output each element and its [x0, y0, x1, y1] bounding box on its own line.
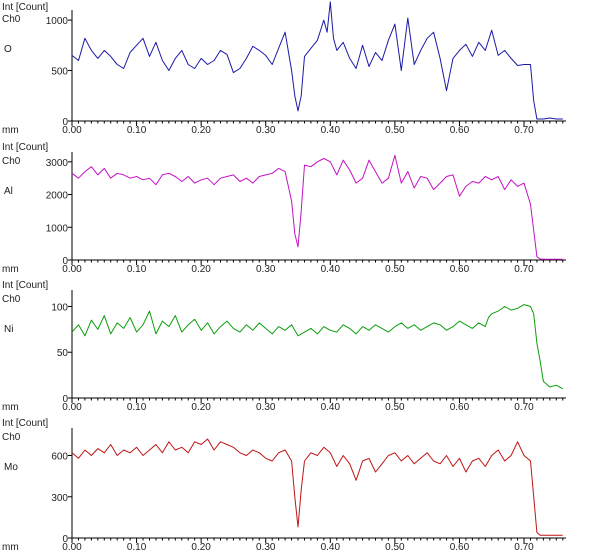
x-unit-label: mm: [2, 402, 19, 413]
y-tick-label: 0: [62, 256, 68, 267]
x-tick-label: 0.60: [450, 125, 470, 136]
x-tick-label: 0.70: [514, 542, 534, 553]
channel-label: Ch0: [2, 432, 21, 443]
x-tick-label: 0.20: [191, 125, 211, 136]
x-tick-label: 0.60: [450, 402, 470, 413]
x-tick-label: 0.30: [256, 125, 276, 136]
element-label: Ni: [4, 324, 13, 335]
y-tick-label: 500: [51, 67, 68, 78]
series-line-mo: [71, 438, 563, 536]
x-tick-label: 0.40: [321, 402, 341, 413]
channel-label: Ch0: [2, 156, 21, 167]
x-tick-label: 0.00: [62, 125, 82, 136]
x-tick-label: 0.70: [514, 125, 534, 136]
profile-panel-ni: Int [Count] Ch0 Ni mm 0 50 100 0.00 0.10 0.20 0.30…: [2, 280, 566, 413]
profile-panel-o: Int [Count]Ch0 Omm 0 500 1000 0.00 0.10 0.20 0.3…: [2, 1, 566, 136]
x-tick-label: 0.10: [127, 542, 147, 553]
x-tick-label: 0.60: [450, 542, 470, 553]
profile-panel-mo: Int [Count] Ch0 Mo mm 0 300 600 0.00 0.10 0.20 0.3…: [2, 418, 566, 553]
x-tick-label: 0.00: [62, 402, 82, 413]
y-tick-label: 1000: [46, 223, 69, 234]
y-tick-label: 300: [51, 493, 68, 504]
x-tick-label: 0.30: [256, 402, 276, 413]
y-tick-label: 1000: [46, 16, 69, 27]
x-tick-label: 0.20: [191, 264, 211, 275]
series-line-al: [71, 154, 563, 260]
x-tick-label: 0.50: [385, 264, 405, 275]
element-label: Al: [4, 186, 13, 197]
y-tick-label: 0: [62, 117, 68, 128]
x-tick-label: 0.20: [191, 402, 211, 413]
x-tick-label: 0.30: [256, 542, 276, 553]
x-unit-label: mm: [2, 125, 19, 136]
x-tick-label: 0.40: [321, 542, 341, 553]
series-line-o: [71, 1, 563, 120]
y-tick-label: 0: [62, 394, 68, 405]
x-tick-label: 0.30: [256, 264, 276, 275]
x-tick-label: 0.70: [514, 264, 534, 275]
element-label: Mo: [4, 462, 18, 473]
x-tick-label: 0.00: [62, 542, 82, 553]
y-tick-label: 2000: [46, 191, 69, 202]
x-unit-label: mm: [2, 264, 19, 275]
x-tick-label: 0.60: [450, 264, 470, 275]
x-tick-label: 0.50: [385, 125, 405, 136]
y-tick-label: 100: [51, 302, 68, 313]
y-axis-label: Int [Count]: [2, 2, 48, 13]
x-tick-label: 0.10: [127, 125, 147, 136]
x-tick-label: 0.00: [62, 264, 82, 275]
profile-panel-al: Int [Count] Ch0 Al mm 0 1000 2000 3000 0.00 0.10 0…: [2, 142, 566, 275]
x-tick-label: 0.20: [191, 542, 211, 553]
channel-label: Ch0: [2, 294, 21, 305]
x-unit-label: mm: [2, 542, 19, 553]
y-tick-label: 600: [51, 452, 68, 463]
channel-label: Ch0: [2, 14, 21, 25]
x-tick-label: 0.10: [127, 264, 147, 275]
y-axis-label: Int [Count]: [2, 142, 48, 153]
y-tick-label: 0: [62, 534, 68, 545]
x-tick-label: 0.40: [321, 125, 341, 136]
x-tick-label: 0.40: [321, 264, 341, 275]
y-axis-label: Int [Count]: [2, 280, 48, 291]
y-tick-label: 50: [57, 348, 69, 359]
x-tick-label: 0.10: [127, 402, 147, 413]
series-line-ni: [71, 304, 564, 390]
x-tick-label: 0.50: [385, 402, 405, 413]
x-tick-label: 0.50: [385, 542, 405, 553]
x-tick-label: 0.70: [514, 402, 534, 413]
element-label: O: [4, 44, 12, 55]
y-axis-label: Int [Count]: [2, 418, 48, 429]
y-tick-label: 3000: [46, 158, 69, 169]
